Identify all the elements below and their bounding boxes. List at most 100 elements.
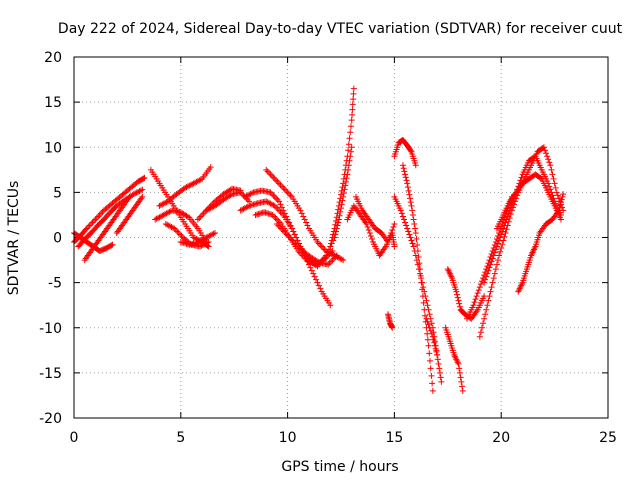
data-point — [350, 90, 357, 97]
data-point — [454, 294, 461, 301]
series-track-15 — [252, 209, 336, 268]
y-tick-label: 0 — [53, 231, 62, 247]
y-tick-label: -15 — [39, 366, 62, 382]
data-point — [555, 207, 562, 214]
data-point — [470, 302, 477, 309]
series-track-9 — [162, 220, 212, 250]
data-point — [482, 276, 489, 283]
data-point — [184, 213, 191, 220]
data-point — [293, 234, 300, 241]
data-point — [428, 330, 435, 337]
data-point — [314, 279, 321, 286]
data-point — [338, 256, 345, 263]
data-point — [108, 242, 115, 249]
plot-frame — [73, 56, 609, 419]
data-point — [126, 193, 133, 200]
data-point — [558, 196, 565, 203]
data-point — [328, 237, 335, 244]
data-point — [425, 306, 432, 313]
data-point — [273, 220, 280, 227]
data-point — [433, 348, 440, 355]
data-point — [458, 378, 465, 385]
data-point — [540, 144, 547, 151]
data-point — [95, 213, 102, 220]
data-point — [410, 243, 417, 250]
data-point — [333, 228, 340, 235]
data-point — [493, 261, 500, 268]
series-track-20 — [344, 202, 398, 259]
data-point — [481, 279, 488, 286]
series-track-5 — [113, 193, 146, 236]
data-point — [311, 273, 318, 280]
data-point — [298, 210, 305, 217]
data-point — [485, 267, 492, 274]
series-track-33 — [515, 229, 543, 295]
data-points — [71, 85, 567, 394]
data-point — [345, 147, 352, 154]
series-track-7 — [152, 207, 210, 246]
data-point — [284, 216, 291, 223]
data-point — [276, 198, 283, 205]
data-point — [339, 197, 346, 204]
data-point — [287, 222, 294, 229]
data-point — [328, 240, 335, 247]
data-point — [276, 223, 283, 230]
data-point — [287, 192, 294, 199]
data-point — [489, 279, 496, 286]
data-point — [177, 231, 184, 238]
x-tick-label: 20 — [492, 430, 510, 446]
series-track-3 — [81, 193, 133, 264]
y-tick-label: 20 — [44, 50, 62, 66]
series-track-28 — [444, 266, 488, 322]
data-point — [340, 257, 347, 264]
data-point — [409, 211, 416, 218]
data-point — [486, 293, 493, 300]
data-point — [427, 357, 433, 364]
data-point — [178, 232, 185, 239]
series-track-16 — [263, 166, 347, 264]
data-point — [504, 213, 511, 220]
data-point — [502, 219, 509, 226]
data-point — [496, 252, 503, 259]
data-point — [425, 342, 432, 349]
data-point — [341, 186, 348, 193]
data-point — [274, 178, 281, 185]
data-point — [272, 214, 279, 221]
data-point — [403, 177, 410, 184]
series-track-34 — [536, 191, 567, 236]
data-point — [453, 288, 460, 295]
data-point — [543, 150, 550, 157]
data-point — [476, 333, 483, 340]
data-point — [350, 96, 357, 103]
data-point — [412, 225, 419, 232]
data-point — [317, 242, 324, 249]
data-point — [199, 211, 206, 218]
data-point — [268, 172, 275, 179]
data-point — [484, 270, 491, 277]
data-point — [344, 171, 351, 178]
data-point — [137, 187, 144, 194]
data-point — [404, 184, 411, 191]
data-point — [315, 258, 322, 265]
series-track-24 — [399, 162, 436, 394]
data-point — [89, 219, 96, 226]
data-point — [389, 324, 396, 331]
data-point — [411, 248, 418, 255]
data-point — [427, 327, 434, 334]
data-point — [436, 369, 443, 376]
data-point — [338, 201, 345, 208]
data-point — [264, 168, 271, 175]
data-point — [300, 213, 307, 220]
data-point — [92, 216, 99, 223]
data-point — [270, 174, 277, 181]
data-point — [406, 231, 413, 238]
data-point — [426, 350, 433, 357]
data-point — [412, 252, 419, 259]
data-point — [424, 302, 431, 309]
data-point — [417, 270, 424, 277]
chart-title: Day 222 of 2024, Sidereal Day-to-day VTE… — [58, 21, 623, 37]
data-point — [390, 223, 397, 230]
data-point — [503, 226, 510, 233]
data-point — [366, 229, 373, 236]
data-point — [488, 284, 495, 291]
